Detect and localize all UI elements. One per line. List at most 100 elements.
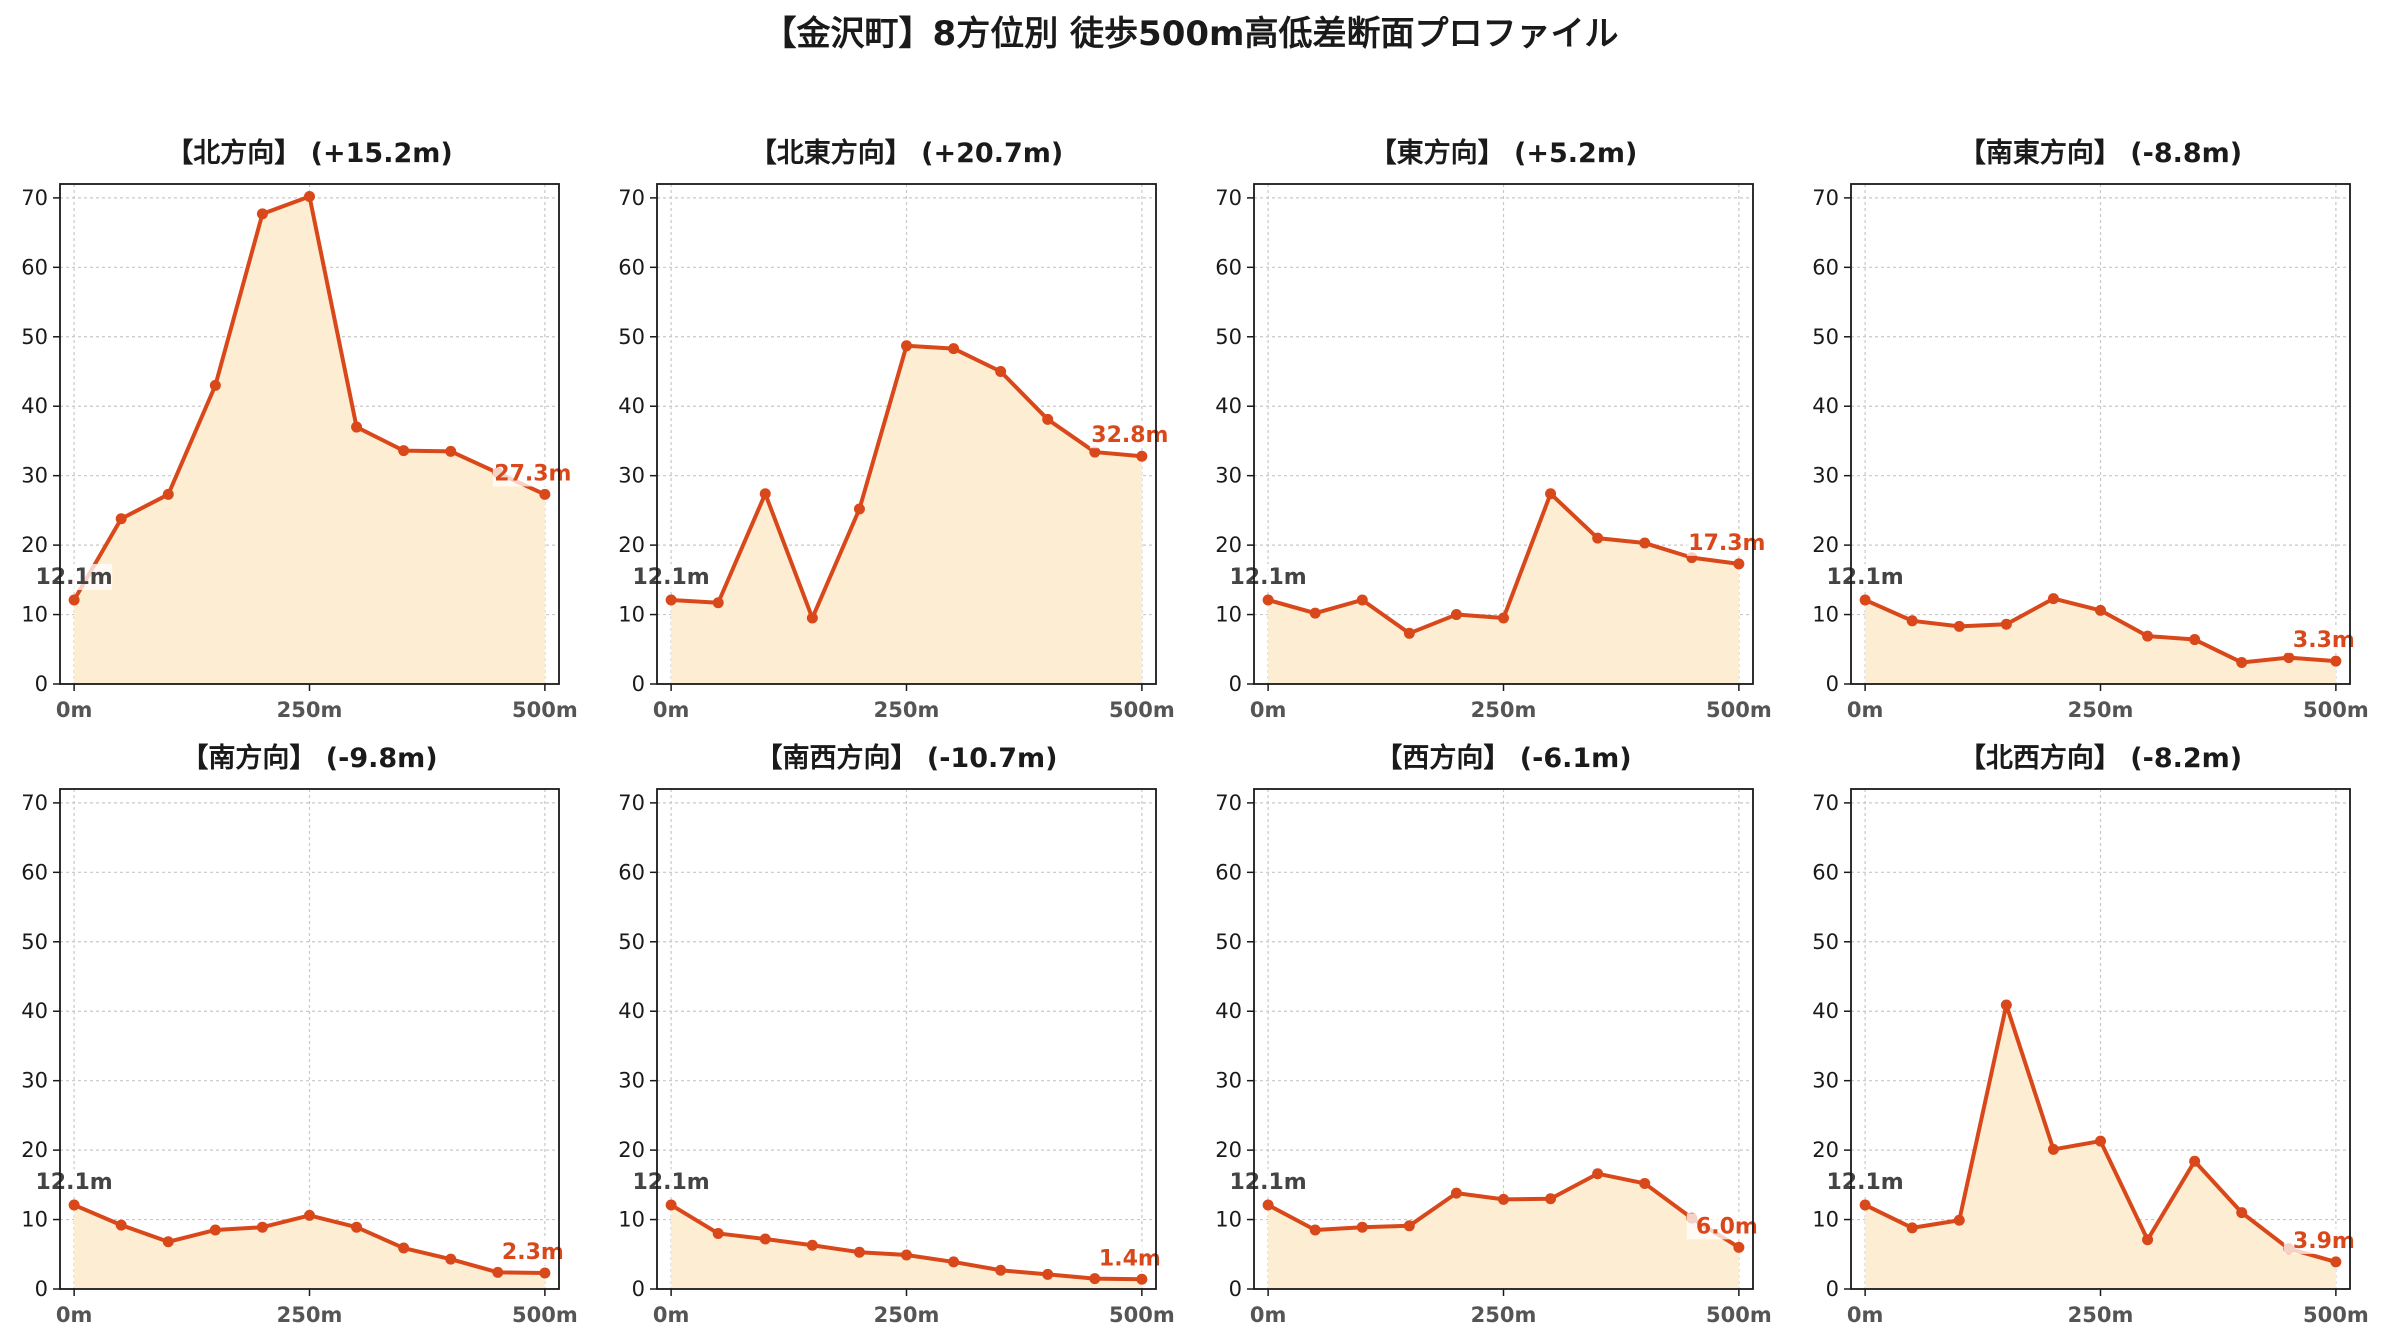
x-tick-label: 250m [277, 698, 343, 722]
y-tick-label: 30 [1215, 464, 1242, 488]
x-tick-label: 500m [2303, 1303, 2369, 1327]
profile-panel-8: 【北西方向】 (-8.2m) 0 10 20 30 40 50 60 70 0m 250m 500m 1… [1812, 742, 2368, 1327]
axes-frame [1253, 788, 1754, 1290]
profile-point [1450, 1187, 1462, 1199]
profile-point [209, 1224, 221, 1236]
y-tick-label: 10 [1215, 1208, 1242, 1232]
panel-title: 【東方向】 (+5.2m) [1370, 137, 1638, 169]
end-elevation-label: 6.0m [1696, 1214, 1758, 1239]
x-tick-label: 0m [1250, 1303, 1287, 1327]
profile-point [1136, 1273, 1148, 1285]
profile-panel-4: 【南東方向】 (-8.8m) 0 10 20 30 40 50 60 70 0m 250m 500m 1… [1812, 137, 2368, 722]
end-elevation-label: 1.4m [1099, 1246, 1161, 1271]
y-tick-label: 0 [35, 1277, 48, 1301]
profile-point [398, 1242, 410, 1254]
y-tick-label: 10 [1812, 1208, 1839, 1232]
end-elevation-label: 32.8m [1091, 423, 1168, 448]
x-tick-label: 500m [1706, 1303, 1772, 1327]
profile-point [445, 445, 457, 457]
profile-point [1733, 1241, 1745, 1253]
profile-point [1136, 450, 1148, 462]
panel-title: 【南方向】 (-9.8m) [181, 742, 437, 774]
profile-point [2189, 1155, 2201, 1167]
profile-point [1089, 1273, 1101, 1285]
y-tick-label: 70 [618, 791, 645, 815]
y-tick-label: 70 [1812, 186, 1839, 210]
profile-point [1639, 1177, 1651, 1189]
end-elevation-label: 2.3m [502, 1240, 564, 1265]
panel-title: 【南東方向】 (-8.8m) [1959, 137, 2242, 169]
profile-panel-2: 【北東方向】 (+20.7m) 0 10 20 30 40 50 60 70 0m 250m 500m… [618, 137, 1174, 722]
profile-panel-3: 【東方向】 (+5.2m) 0 10 20 30 40 50 60 70 0m 250m 500m 12… [1215, 137, 1771, 722]
profile-point [2236, 656, 2248, 668]
y-tick-label: 70 [1215, 791, 1242, 815]
start-elevation-label: 12.1m [36, 1170, 113, 1195]
y-tick-label: 30 [618, 1069, 645, 1093]
x-tick-label: 250m [277, 1303, 343, 1327]
y-tick-label: 0 [632, 672, 645, 696]
profile-area [1865, 598, 2336, 684]
profile-point [162, 488, 174, 500]
profile-point [351, 1221, 363, 1233]
y-tick-label: 50 [1215, 930, 1242, 954]
x-tick-label: 0m [1250, 698, 1287, 722]
profile-point [256, 208, 268, 220]
profile-point [665, 594, 677, 606]
profile-point [1403, 1220, 1415, 1232]
profile-point [995, 366, 1007, 377]
profile-point [115, 513, 127, 525]
y-tick-label: 60 [618, 255, 645, 279]
profile-area [1865, 1004, 2336, 1289]
profile-point [2189, 634, 2201, 646]
start-elevation-label: 12.1m [633, 565, 710, 590]
y-tick-label: 10 [618, 603, 645, 627]
end-elevation-label: 17.3m [1688, 531, 1765, 556]
profile-point [1042, 1268, 1054, 1280]
start-label-bg [633, 563, 710, 590]
y-tick-label: 20 [1215, 533, 1242, 557]
start-elevation-label: 12.1m [1230, 565, 1307, 590]
profile-point [1309, 607, 1321, 619]
start-label-bg [36, 563, 113, 590]
profile-point [901, 340, 912, 352]
y-tick-label: 50 [1812, 930, 1839, 954]
panel-title: 【南西方向】 (-10.7m) [755, 742, 1057, 774]
y-tick-label: 20 [1812, 533, 1839, 557]
start-elevation-label: 12.1m [36, 565, 113, 590]
x-tick-label: 0m [56, 1303, 93, 1327]
y-tick-label: 20 [1215, 1138, 1242, 1162]
profile-point [1859, 594, 1871, 606]
axes-frame [59, 183, 560, 685]
y-tick-label: 40 [21, 394, 48, 418]
x-tick-label: 500m [1706, 698, 1772, 722]
y-tick-label: 30 [1812, 464, 1839, 488]
profile-point [712, 597, 724, 609]
y-tick-label: 40 [618, 999, 645, 1023]
y-tick-label: 50 [21, 930, 48, 954]
profile-point [2047, 593, 2059, 605]
y-tick-label: 70 [21, 186, 48, 210]
y-tick-label: 0 [1826, 1277, 1839, 1301]
y-tick-label: 40 [1215, 394, 1242, 418]
profile-point [806, 612, 818, 624]
start-label-bg [1230, 1168, 1307, 1195]
y-tick-label: 20 [21, 533, 48, 557]
y-tick-label: 40 [1812, 999, 1839, 1023]
panel-title: 【西方向】 (-6.1m) [1375, 742, 1631, 774]
profile-area [671, 1204, 1142, 1289]
profile-point [115, 1219, 127, 1231]
y-tick-label: 0 [1826, 672, 1839, 696]
y-tick-label: 50 [618, 325, 645, 349]
x-tick-label: 500m [1109, 698, 1175, 722]
x-tick-label: 250m [874, 1303, 940, 1327]
profile-point [2330, 1256, 2342, 1268]
y-tick-label: 60 [21, 255, 48, 279]
y-tick-label: 30 [21, 1069, 48, 1093]
profile-point [853, 503, 865, 515]
y-tick-label: 0 [632, 1277, 645, 1301]
y-tick-label: 20 [21, 1138, 48, 1162]
profile-point [2142, 1234, 2154, 1246]
y-tick-label: 70 [21, 791, 48, 815]
y-tick-label: 10 [618, 1208, 645, 1232]
